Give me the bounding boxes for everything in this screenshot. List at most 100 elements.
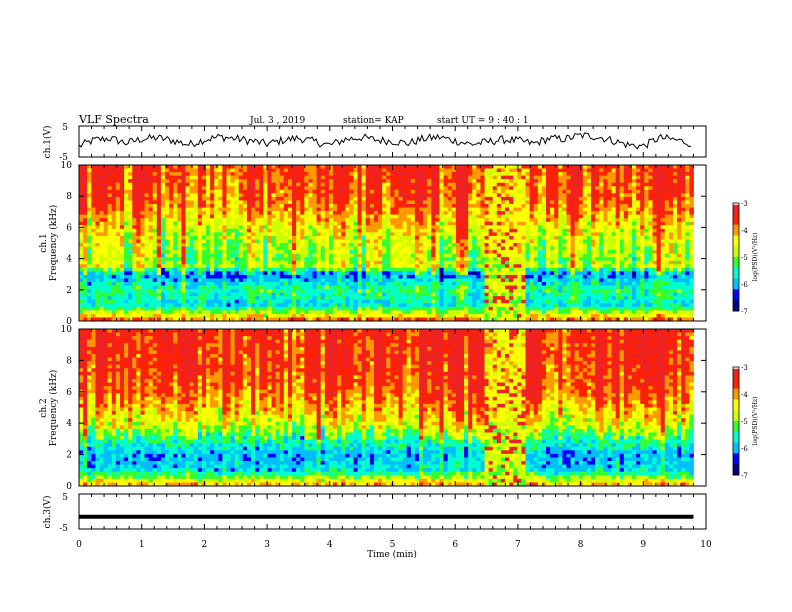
spectrogram-cell [529,165,535,169]
spectrogram-cell [124,168,129,173]
spectrogram-cell [222,225,227,230]
spectrogram-cell [660,211,666,216]
spectrogram-cell [378,274,383,279]
spectrogram-cell [464,267,469,272]
spectrogram-cell [672,257,678,262]
spectrogram-cell [623,165,629,169]
spectrogram-cell [341,189,346,194]
spectrogram-cell [255,228,260,233]
spectrogram-cell [484,253,490,258]
spectrogram-cell [287,260,293,265]
spectrogram-cell [459,168,465,173]
spectrogram-cell [615,172,621,177]
spectrogram-cell [353,189,358,194]
spectrogram-cell [349,168,354,173]
spectrogram-cell [402,235,408,240]
spectrogram-cell [513,264,518,269]
spectrogram-cell [160,186,166,191]
spectrogram-cell [320,257,326,262]
spectrogram-cell [136,196,141,201]
spectrogram-cell [292,243,297,247]
spectrogram-cell [595,182,600,187]
spectrogram-cell [320,253,326,258]
spectrogram-cell [619,271,625,276]
spectrogram-cell [205,228,211,233]
spectrogram-cell [545,246,551,251]
spectrogram-cell [554,260,559,265]
spectrogram-cell [365,193,371,198]
spectrogram-cell [632,211,637,216]
spectrogram-cell [570,264,576,269]
spectrogram-cell [357,243,363,247]
spectrogram-cell [685,264,690,269]
spectrogram-cell [275,264,281,269]
spectrogram-cell [214,267,219,272]
spectrogram-cell [119,253,125,258]
spectrogram-cell [459,260,465,265]
spectrogram-cell [386,246,391,251]
spectrogram-cell [484,186,490,191]
spectrogram-cell [308,221,313,226]
spectrogram-cell [345,189,350,194]
spectrogram-cell [468,225,473,230]
spectrogram-cell [660,228,666,233]
spectrogram-cell [353,243,358,247]
spectrogram-cell [611,186,617,191]
spectrogram-cell [595,189,600,194]
spectrogram-cell [304,175,309,180]
spectrogram-cell [132,228,137,233]
spectrogram-cell [492,218,498,223]
spectrogram-cell [283,207,289,212]
spectrogram-cell [165,278,170,283]
spectrogram-cell [365,271,371,276]
spectrogram-cell [185,168,191,173]
spectrogram-cell [574,200,580,205]
spectrogram-cell [304,186,309,191]
spectrogram-cell [521,165,526,169]
spectrogram-cell [119,207,125,212]
spectrogram-cell [107,274,113,279]
spectrogram-cell [267,196,272,201]
spectrogram-cell [328,253,334,258]
spectrogram-cell [480,225,485,230]
spectrogram-cell [304,239,309,244]
spectrogram-cell [115,239,121,244]
spectrogram-cell [279,278,285,283]
spectrogram-cell [341,186,346,191]
spectrogram-cell [185,239,191,244]
spectrogram-cell [320,165,326,169]
spectrogram-cell [341,175,346,180]
spectrogram-cell [320,264,326,269]
spectrogram-cell [238,207,244,212]
spectrogram-cell [181,182,186,187]
spectrogram-cell [275,260,281,265]
spectrogram-cell [550,267,555,272]
spectrogram-cell [140,204,145,208]
spectrogram-cell [210,175,215,180]
spectrogram-cell [214,204,219,208]
spectrogram-cell [275,278,281,283]
spectrogram-cell [656,179,662,184]
spectrogram-cell [492,221,498,226]
spectrogram-cell [603,186,608,191]
spectrogram-cell [644,246,649,251]
spectrogram-cell [447,214,453,219]
spectrogram-cell [423,221,428,226]
spectrogram-cell [513,235,518,240]
spectrogram-cell [607,175,612,180]
spectrogram-cell [304,278,309,283]
spectrogram-cell [668,172,674,177]
spectrogram-cell [373,253,379,258]
spectrogram-cell [324,211,330,216]
spectrogram-cell [242,172,248,177]
spectrogram-cell [632,168,637,173]
spectrogram-cell [287,246,293,251]
spectrogram-cell [554,200,559,205]
spectrogram-cell [222,207,227,212]
spectrogram-cell [386,196,391,201]
spectrogram-cell [357,278,363,283]
spectrogram-cell [558,193,563,198]
spectrogram-cell [119,246,125,251]
spectrogram-cell [83,211,88,216]
spectrogram-cell [160,172,166,177]
